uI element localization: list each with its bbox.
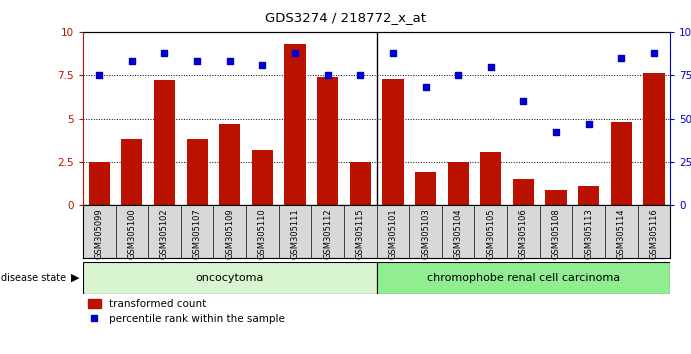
- Bar: [252, 150, 273, 205]
- Point: [257, 62, 268, 68]
- Text: GSM305106: GSM305106: [519, 208, 528, 259]
- Point: [191, 58, 202, 64]
- Point: [354, 73, 366, 78]
- Text: disease state: disease state: [1, 273, 66, 283]
- Bar: [382, 79, 404, 205]
- Point: [224, 58, 235, 64]
- Text: GSM305099: GSM305099: [95, 208, 104, 259]
- Text: ▶: ▶: [71, 273, 79, 283]
- Text: GSM305103: GSM305103: [421, 208, 430, 259]
- Text: GSM305100: GSM305100: [127, 208, 136, 259]
- Text: GSM305115: GSM305115: [356, 208, 365, 259]
- Text: GSM305101: GSM305101: [388, 208, 397, 259]
- Bar: [350, 162, 371, 205]
- Text: GSM305111: GSM305111: [290, 208, 299, 259]
- Point: [420, 85, 431, 90]
- Legend: transformed count, percentile rank within the sample: transformed count, percentile rank withi…: [84, 295, 289, 329]
- Bar: [83, 262, 377, 294]
- Point: [126, 58, 138, 64]
- Bar: [88, 162, 110, 205]
- Text: GSM305114: GSM305114: [617, 208, 626, 259]
- Bar: [317, 77, 339, 205]
- Point: [159, 50, 170, 56]
- Bar: [154, 80, 175, 205]
- Text: GSM305108: GSM305108: [551, 208, 560, 259]
- Text: GSM305107: GSM305107: [193, 208, 202, 259]
- Text: chromophobe renal cell carcinoma: chromophobe renal cell carcinoma: [427, 273, 620, 283]
- Bar: [578, 186, 599, 205]
- Point: [551, 130, 562, 135]
- Point: [388, 50, 399, 56]
- Point: [485, 64, 496, 69]
- Bar: [285, 44, 305, 205]
- Bar: [545, 190, 567, 205]
- Bar: [643, 74, 665, 205]
- Point: [94, 73, 105, 78]
- Point: [648, 50, 659, 56]
- Bar: [187, 139, 208, 205]
- Text: GSM305109: GSM305109: [225, 208, 234, 259]
- Bar: [448, 162, 468, 205]
- Bar: [121, 139, 142, 205]
- Point: [290, 50, 301, 56]
- Bar: [415, 172, 436, 205]
- Bar: [480, 152, 502, 205]
- Point: [518, 98, 529, 104]
- Point: [322, 73, 333, 78]
- Text: GSM305113: GSM305113: [584, 208, 593, 259]
- Text: GSM305110: GSM305110: [258, 208, 267, 259]
- Text: GSM305112: GSM305112: [323, 208, 332, 259]
- Text: GSM305116: GSM305116: [650, 208, 659, 259]
- Text: GSM305104: GSM305104: [454, 208, 463, 259]
- Text: GDS3274 / 218772_x_at: GDS3274 / 218772_x_at: [265, 11, 426, 24]
- Text: oncocytoma: oncocytoma: [196, 273, 264, 283]
- Point: [616, 55, 627, 61]
- Bar: [219, 124, 240, 205]
- Text: GSM305102: GSM305102: [160, 208, 169, 259]
- Text: GSM305105: GSM305105: [486, 208, 495, 259]
- Point: [453, 73, 464, 78]
- Bar: [377, 262, 670, 294]
- Point: [583, 121, 594, 127]
- Bar: [513, 179, 534, 205]
- Bar: [611, 122, 632, 205]
